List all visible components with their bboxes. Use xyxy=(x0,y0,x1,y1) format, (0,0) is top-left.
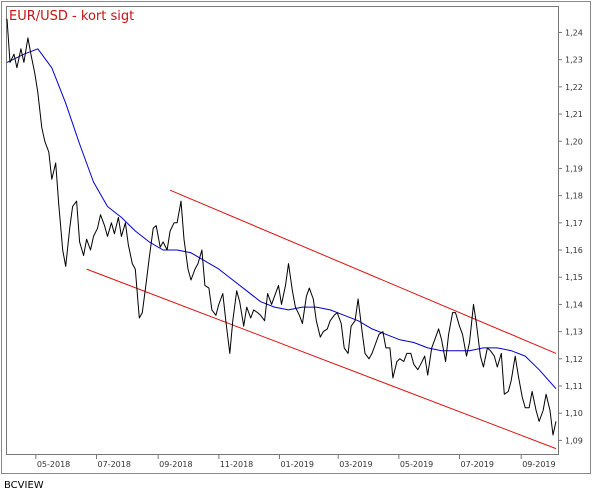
y-tick-label: 1,23 xyxy=(565,56,583,65)
y-tick-label: 1,18 xyxy=(565,192,583,201)
y-tick-label: 1,10 xyxy=(565,409,583,418)
x-tick-label: 09-2019 xyxy=(522,460,555,469)
x-tick-label: 11-2018 xyxy=(220,460,253,469)
upper-channel-line xyxy=(169,189,557,354)
x-tick-label: 07-2018 xyxy=(98,460,131,469)
x-axis-ticks: 05-2018 07-2018 09-2018 11-2018 01-2019 03-20… xyxy=(35,455,556,469)
chart-title: EUR/USD - kort sigt xyxy=(9,9,134,24)
x-tick-label: 09-2018 xyxy=(159,460,192,469)
y-tick-label: 1,24 xyxy=(565,28,583,37)
y-tick-label: 1,20 xyxy=(565,137,583,146)
brand-label: BCVIEW xyxy=(4,480,44,491)
y-tick-label: 1,14 xyxy=(565,300,583,309)
y-tick-label: 1,12 xyxy=(565,355,583,364)
x-tick-label: 03-2019 xyxy=(339,460,372,469)
y-tick-label: 1,09 xyxy=(565,436,583,445)
y-tick-label: 1,22 xyxy=(565,83,583,92)
channel-lines xyxy=(86,189,557,450)
lower-channel-line xyxy=(86,268,557,450)
x-tick-label: 07-2019 xyxy=(461,460,494,469)
y-axis-ticks: 1,24 1,23 1,22 1,21 1,20 1,19 1,18 1,17 1,16 1,15… xyxy=(558,28,583,445)
y-tick-label: 1,13 xyxy=(565,328,583,337)
x-tick-label: 05-2018 xyxy=(37,460,70,469)
chart-frame xyxy=(1,1,591,474)
y-tick-label: 1,16 xyxy=(565,246,583,255)
y-tick-label: 1,17 xyxy=(565,219,583,228)
price-line xyxy=(6,18,557,436)
y-tick-label: 1,11 xyxy=(565,382,583,391)
y-tick-label: 1,15 xyxy=(565,273,583,282)
x-tick-label: 05-2019 xyxy=(400,460,433,469)
moving-average-layer xyxy=(6,48,557,390)
y-tick-label: 1,19 xyxy=(565,164,583,173)
y-tick-label: 1,21 xyxy=(565,110,583,119)
price-layer xyxy=(6,18,557,436)
moving-average-line xyxy=(6,48,557,390)
x-tick-label: 01-2019 xyxy=(281,460,314,469)
